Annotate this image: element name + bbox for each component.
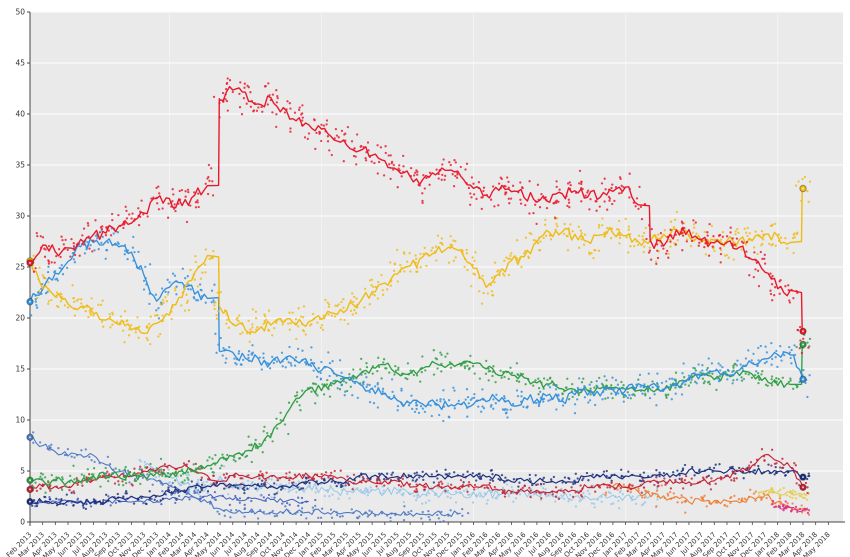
series-small-yellow-late-line [764,489,804,496]
series-azure-blue-line [30,238,804,411]
svg-text:40: 40 [15,110,25,119]
y-axis-labels: 0 5 10 15 20 25 30 35 40 45 50 [15,8,30,527]
series-red-dots [32,77,810,355]
series-navy-line [30,467,804,506]
svg-text:30: 30 [15,212,25,221]
svg-text:0: 0 [20,518,25,527]
series-orange-line [612,483,804,511]
series-magenta-late-line [777,504,804,513]
series-dark-red-line [30,453,804,495]
series-small-yellow-late-dots [757,486,810,501]
svg-text:10: 10 [15,416,25,425]
series-royal-blue-minor-line [30,494,309,505]
series-yellow-line [30,187,804,335]
series-red-line [30,85,804,333]
grid-vertical [168,12,779,522]
svg-text:35: 35 [15,161,25,170]
svg-text:20: 20 [15,314,25,323]
svg-text:50: 50 [15,8,25,17]
svg-text:45: 45 [15,59,25,68]
svg-text:5: 5 [20,467,25,476]
election-result-markers [26,184,807,506]
svg-text:15: 15 [15,365,25,374]
svg-text:25: 25 [15,263,25,272]
series-medium-blue-declining-line [30,436,462,518]
